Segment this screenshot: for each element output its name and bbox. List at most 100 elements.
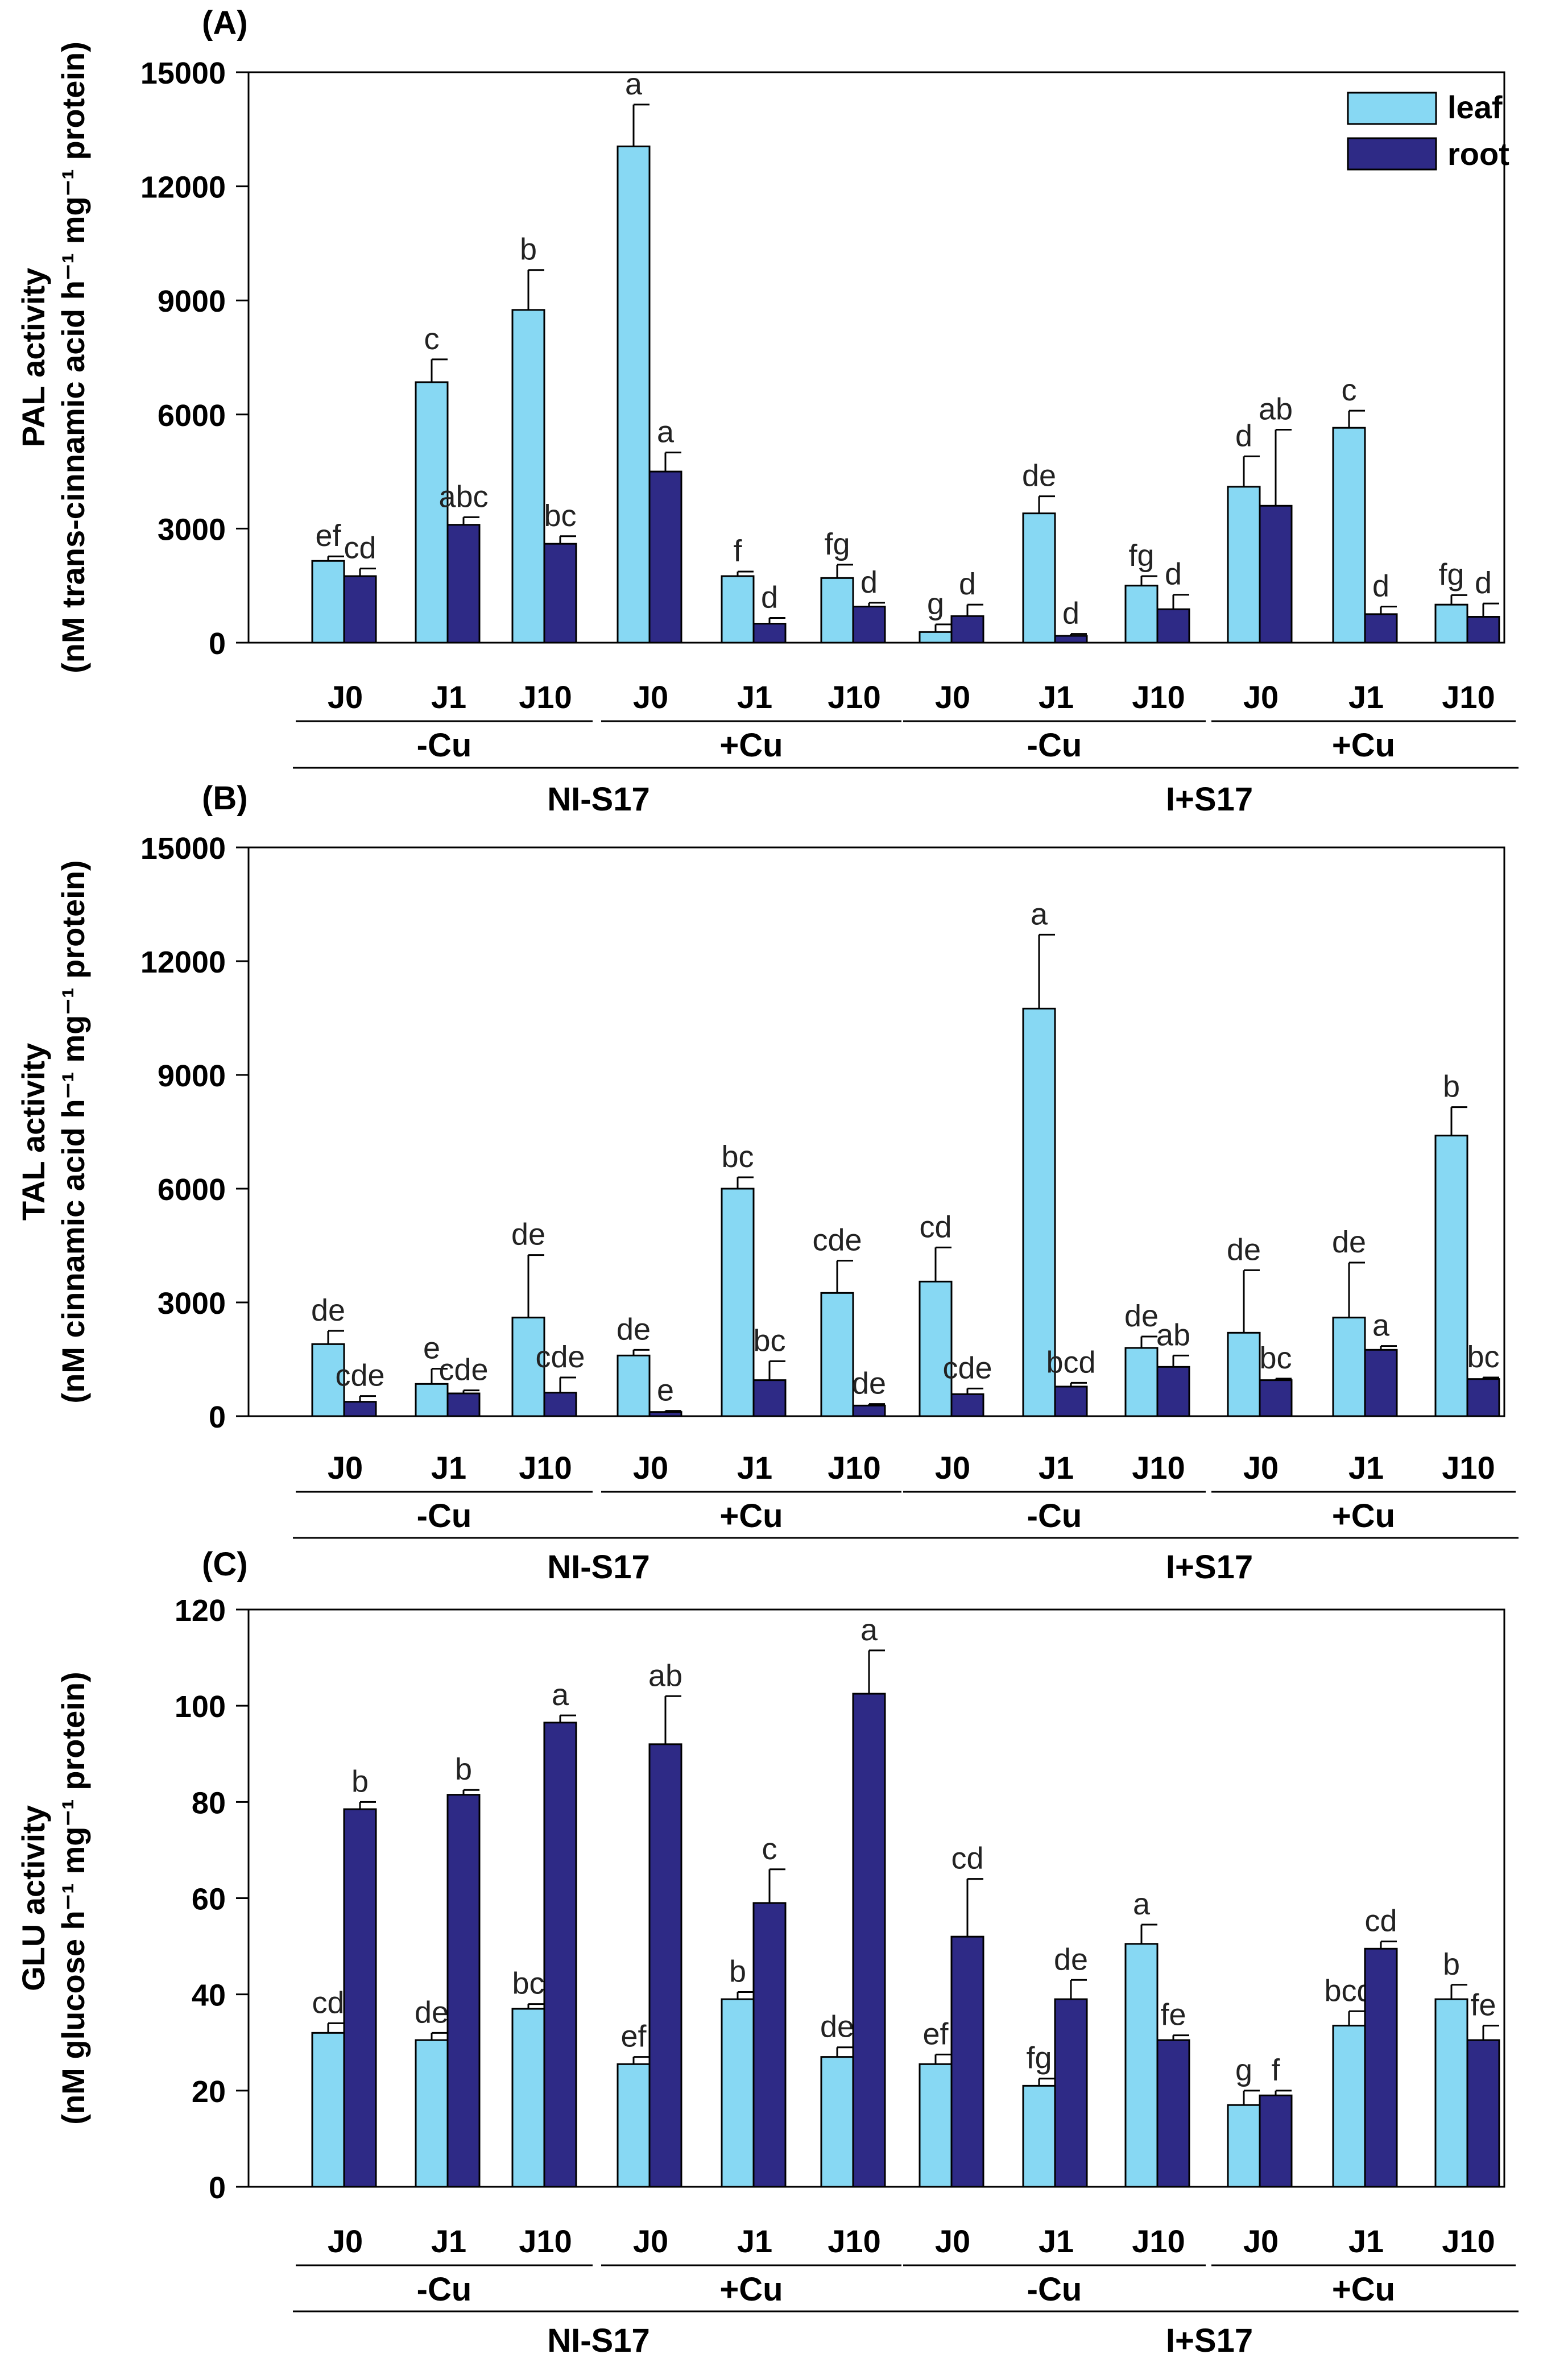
x-tick-label: J1 (1348, 679, 1384, 715)
chart-panel-1: (A) 0 3000 6000 9000 12000 15000 PAL activity (n… (15, 5, 1519, 818)
significance-letter: bc (721, 1140, 754, 1174)
x-tick-label: J0 (1243, 1450, 1279, 1486)
x-tick-label: J10 (828, 1450, 880, 1486)
y-axis-label: PAL activity (15, 268, 51, 447)
bar-leaf (820, 1292, 854, 1417)
x-tick-label: J1 (1039, 679, 1074, 715)
significance-letter: d (761, 581, 778, 615)
significance-letter: fg (1438, 557, 1464, 591)
bar-leaf (721, 1188, 755, 1417)
bar-leaf (415, 1383, 449, 1417)
x-tick-label: J1 (1348, 2223, 1384, 2259)
y-axis-label-units: (nM cinnamic acid h⁻¹ mg⁻¹ protein) (55, 860, 91, 1403)
bar-root (648, 1743, 682, 2188)
x-tick-label: J10 (519, 679, 572, 715)
bar-root (852, 605, 886, 644)
significance-letter: de (1124, 1299, 1159, 1333)
significance-letter: ef (620, 2020, 647, 2054)
significance-letter: c (1342, 373, 1357, 407)
significance-letter: b (455, 1752, 472, 1786)
bar-leaf (511, 2008, 545, 2188)
significance-letter: e (657, 1374, 674, 1408)
cu-group-label: +Cu (719, 727, 783, 764)
panel-label: (B) (202, 780, 248, 817)
significance-letter: cd (951, 1842, 983, 1876)
cu-group-label: +Cu (1332, 1497, 1395, 1534)
bar-root (648, 1411, 682, 1417)
y-axis-label-units: (nM glucose h⁻¹ mg⁻¹ protein) (55, 1672, 91, 2124)
significance-letter: de (1022, 459, 1056, 493)
y-tick-label: 120 (175, 1594, 226, 1628)
bar-leaf (511, 1317, 545, 1417)
significance-letter: b (1443, 1070, 1460, 1104)
bar-leaf (617, 1354, 651, 1417)
significance-letter: bc (512, 1967, 544, 2001)
significance-letter: a (1133, 1887, 1151, 1921)
bar-leaf (1124, 1943, 1159, 2188)
bar-leaf (1022, 1007, 1056, 1417)
x-tick-label: J0 (633, 1450, 668, 1486)
bar-leaf (1022, 512, 1056, 644)
cu-group-label: +Cu (1332, 727, 1395, 764)
significance-letter: cd (1364, 1904, 1397, 1938)
bar-leaf (311, 560, 345, 644)
significance-letter: e (423, 1331, 440, 1366)
significance-letter: b (729, 1954, 746, 1988)
bar-leaf (1332, 1317, 1366, 1417)
significance-letter: d (860, 565, 878, 599)
bar-leaf (919, 1280, 953, 1417)
bar-leaf (1332, 427, 1366, 644)
significance-letter: fe (1470, 1988, 1496, 2022)
x-tick-label: J0 (935, 1450, 970, 1486)
cu-group-label: -Cu (1027, 1497, 1082, 1534)
significance-letter: de (415, 1995, 449, 2029)
significance-letter: bcd (1046, 1345, 1095, 1379)
y-tick-label: 6000 (158, 399, 226, 433)
bar-leaf (820, 577, 854, 644)
treatment-group-label: I+S17 (1166, 1549, 1253, 1586)
significance-letter: de (1227, 1232, 1261, 1267)
significance-letter: de (852, 1367, 886, 1401)
bar-leaf (820, 2056, 854, 2188)
bar-root (543, 1722, 577, 2188)
significance-letter: b (520, 233, 537, 267)
x-tick-label: J0 (935, 679, 970, 715)
bar-root (852, 1693, 886, 2188)
x-tick-label: J0 (633, 2223, 668, 2259)
significance-letter: d (1372, 569, 1389, 603)
x-tick-label: J0 (328, 679, 363, 715)
y-tick-label: 20 (192, 2075, 226, 2109)
significance-letter: cde (942, 1351, 992, 1385)
significance-letter: fg (1026, 2041, 1052, 2075)
legend-swatch-leaf (1347, 92, 1437, 125)
x-tick-label: J1 (1039, 1450, 1074, 1486)
x-tick-label: J0 (1243, 679, 1279, 715)
cu-group-label: -Cu (417, 2271, 472, 2308)
bar-root (950, 615, 984, 644)
significance-letter: cd (344, 531, 376, 565)
significance-letter: ab (1156, 1318, 1190, 1352)
significance-letter: cde (812, 1223, 862, 1257)
x-tick-label: J10 (519, 1450, 572, 1486)
y-axis-label: TAL activity (15, 1043, 51, 1221)
bar-root (752, 623, 787, 644)
bar-root (950, 1393, 984, 1417)
y-tick-label: 0 (209, 1400, 226, 1434)
x-tick-label: J10 (519, 2223, 572, 2259)
significance-letter: g (927, 587, 944, 621)
significance-letter: g (1235, 2053, 1252, 2087)
y-tick-label: 100 (175, 1690, 226, 1724)
chart-panel-2: (B) 0 3000 6000 9000 12000 15000 TAL activity (n… (15, 780, 1519, 1586)
significance-letter: de (820, 2010, 854, 2044)
bar-root (950, 1935, 984, 2188)
bar-leaf (1434, 1135, 1468, 1417)
x-tick-label: J10 (1132, 2223, 1185, 2259)
x-tick-label: J10 (1132, 679, 1185, 715)
significance-letter: cd (919, 1210, 951, 1244)
significance-letter: de (617, 1312, 651, 1346)
bar-root (543, 1392, 577, 1417)
bar-leaf (617, 2063, 651, 2188)
x-tick-label: J1 (737, 2223, 772, 2259)
x-tick-label: J10 (1442, 1450, 1495, 1486)
significance-letter: bc (544, 499, 576, 533)
